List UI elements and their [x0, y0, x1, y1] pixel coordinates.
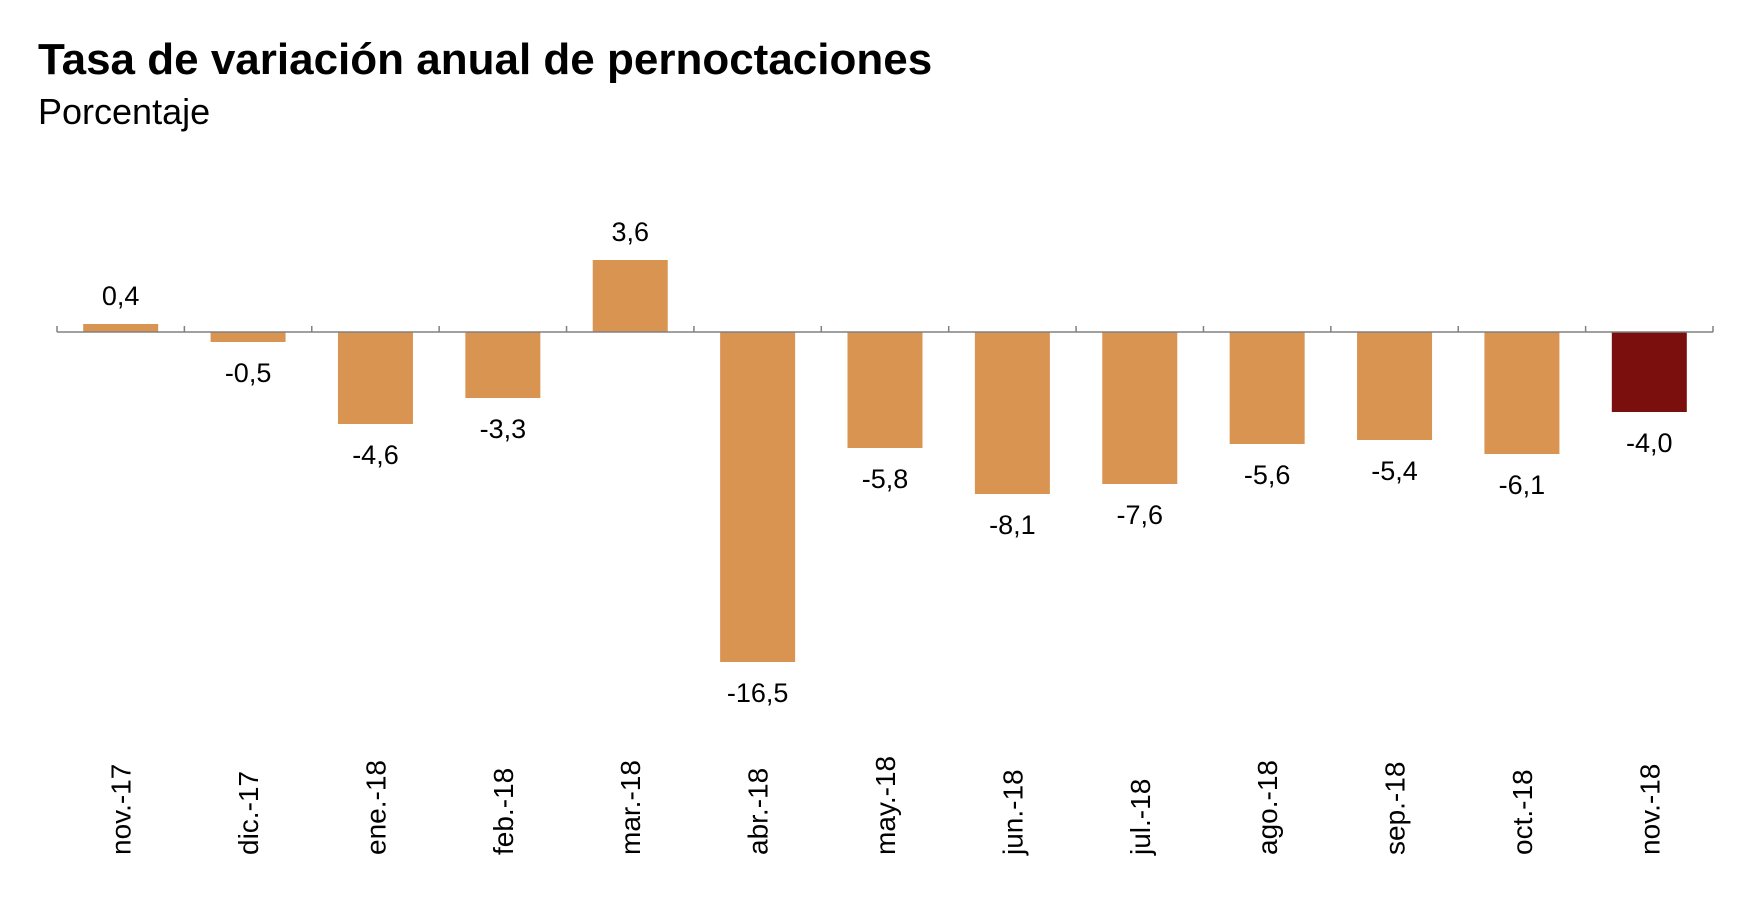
category-label-ago.-18: ago.-18 [1252, 760, 1283, 855]
bar-mar.-18 [592, 260, 668, 332]
chart-title: Tasa de variación anual de pernoctacione… [38, 35, 933, 84]
category-label-nov.-17: nov.-17 [106, 764, 137, 855]
value-label-ene.-18: -4,6 [352, 440, 399, 470]
bar-nov.-17 [83, 324, 159, 332]
category-label-dic.-17: dic.-17 [233, 771, 264, 855]
value-label-mar.-18: 3,6 [611, 217, 649, 247]
value-label-ago.-18: -5,6 [1244, 460, 1291, 490]
value-label-nov.-17: 0,4 [102, 281, 140, 311]
category-label-abr.-18: abr.-18 [743, 768, 774, 855]
category-label-jun.-18: jun.-18 [997, 769, 1028, 856]
value-labels-layer: 0,4 -0,5 -4,6 -3,3 3,6 -16,5 -5,8 -8,1 -7,6 -5,6 -… [102, 217, 1673, 708]
value-label-oct.-18: -6,1 [1499, 470, 1546, 500]
value-label-jun.-18: -8,1 [989, 510, 1036, 540]
value-label-dic.-17: -0,5 [225, 358, 272, 388]
bar-dic.-17 [210, 332, 286, 342]
value-label-may.-18: -5,8 [862, 464, 909, 494]
bars-layer [83, 260, 1687, 662]
bar-abr.-18 [720, 332, 796, 662]
category-label-jul.-18: jul.-18 [1125, 779, 1156, 856]
category-label-may.-18: may.-18 [870, 756, 901, 855]
bar-oct.-18 [1484, 332, 1560, 454]
bar-nov.-18 [1611, 332, 1687, 412]
category-label-feb.-18: feb.-18 [488, 768, 519, 855]
bar-may.-18 [847, 332, 923, 448]
value-label-nov.-18: -4,0 [1626, 428, 1673, 458]
category-label-mar.-18: mar.-18 [615, 760, 646, 855]
category-label-ene.-18: ene.-18 [360, 760, 391, 855]
category-label-sep.-18: sep.-18 [1380, 762, 1411, 855]
bar-feb.-18 [465, 332, 541, 398]
value-label-sep.-18: -5,4 [1371, 456, 1418, 486]
bar-sep.-18 [1357, 332, 1433, 440]
bar-ago.-18 [1229, 332, 1305, 444]
bar-jun.-18 [974, 332, 1050, 494]
value-label-abr.-18: -16,5 [727, 678, 789, 708]
category-label-nov.-18: nov.-18 [1634, 764, 1665, 855]
bar-jul.-18 [1102, 332, 1178, 484]
bar-ene.-18 [337, 332, 413, 424]
category-label-oct.-18: oct.-18 [1507, 769, 1538, 855]
value-label-jul.-18: -7,6 [1117, 500, 1164, 530]
chart-subtitle: Porcentaje [38, 91, 211, 132]
category-labels-layer: nov.-17 dic.-17 ene.-18 feb.-18 mar.-18 abr.-… [106, 756, 1666, 856]
value-label-feb.-18: -3,3 [480, 414, 527, 444]
axis-layer [56, 326, 1714, 333]
